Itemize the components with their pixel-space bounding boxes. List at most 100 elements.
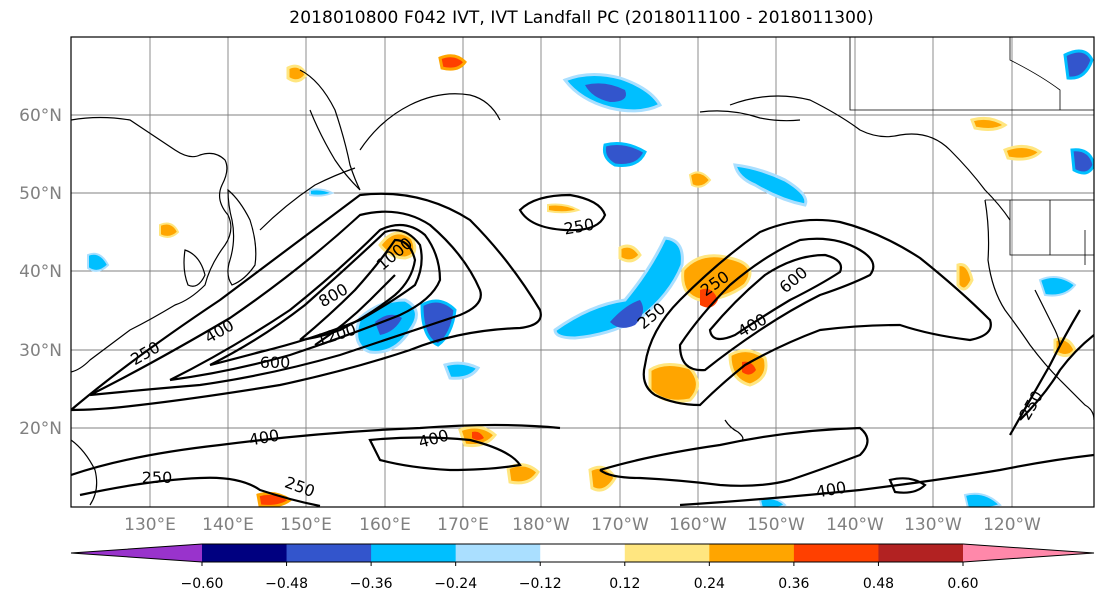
colorbar-bin [709, 544, 795, 562]
lat-label: 60°N [19, 106, 62, 126]
positive-blob [956, 263, 974, 291]
canada-province-line [1009, 37, 1061, 110]
positive-blob [970, 116, 1008, 131]
colorbar-tick-label: 0.60 [947, 576, 978, 592]
ivt-contour-1000 [299, 238, 417, 342]
positive-blob [286, 64, 308, 83]
longitude-labels: 130°E 140°E 150°E 160°E 170°E 180°W 170°W 160°W… [124, 515, 1041, 535]
north-america-coast [984, 199, 1094, 421]
colorbar-tick-label: 0.12 [609, 576, 640, 592]
colorbar-tick-label: −0.48 [265, 576, 308, 592]
lon-label: 170°W [591, 515, 649, 535]
kuril-islands [259, 167, 356, 231]
siberia-coastline [359, 93, 501, 151]
ivt-contour-250 [1009, 309, 1081, 436]
positive-blob [688, 171, 712, 188]
lon-label: 170°E [437, 515, 489, 535]
aleutians [699, 110, 801, 122]
ivt-contour-400 [1019, 334, 1094, 421]
ivt-contour-800 [209, 229, 423, 367]
borders [849, 37, 1094, 265]
colorbar-tick-label: −0.12 [519, 576, 562, 592]
positive-blob [1003, 145, 1043, 161]
colorbar-tick-label: −0.60 [181, 576, 224, 592]
lat-label: 50°N [19, 184, 62, 204]
negative-blob [443, 361, 481, 380]
lon-label: 160°W [669, 515, 727, 535]
ivt-contour-400 [678, 237, 875, 372]
colorbar-bin [202, 544, 288, 562]
lon-label: 180°W [512, 515, 570, 535]
map-frame [70, 36, 1095, 508]
positive-blob [547, 203, 581, 214]
ivt-contours [71, 192, 1094, 507]
colorbar-tick-label: −0.24 [434, 576, 477, 592]
latitude-labels: 60°N 50°N 40°N 30°N 20°N [19, 106, 62, 439]
negative-blob [733, 163, 808, 207]
positive-blob [618, 244, 642, 263]
lon-label: 140°E [202, 515, 254, 535]
ivt-contour-label: 250 [142, 468, 173, 487]
colorbar-extension-low [71, 544, 202, 562]
us-canada-border [849, 37, 1094, 111]
ivt-contour-400 [79, 476, 321, 507]
colorbar-bin [540, 544, 626, 562]
colorbar-extension-high [963, 544, 1094, 562]
colorbar-bin [455, 544, 541, 562]
ivt-contour-250 [71, 192, 542, 412]
negative-blob [963, 492, 1002, 507]
colorbar-bin [371, 544, 457, 562]
philippines [71, 439, 98, 506]
colorbar-tick-label: −0.36 [350, 576, 393, 592]
positive-anomalies [159, 54, 1077, 507]
negative-blob [1038, 275, 1077, 297]
us-state-lines [1009, 200, 1094, 265]
ivt-contour-600 [169, 223, 442, 382]
lon-label: 130°E [124, 515, 176, 535]
colorbar-bin [878, 544, 964, 562]
positive-blob [159, 222, 180, 238]
lon-label: 140°W [826, 515, 884, 535]
lon-label: 160°E [359, 515, 411, 535]
negative-blob [375, 314, 402, 335]
ivt-contour-label: 600 [260, 353, 291, 372]
kamchatka-coastline [299, 69, 361, 191]
ivt-contour-250 [599, 426, 869, 487]
lat-label: 40°N [19, 262, 62, 282]
ivt-contour-1200 [314, 274, 396, 346]
ivt-contour-250 [642, 218, 992, 407]
colorbar-tick-labels: −0.60 −0.48 −0.36 −0.24 −0.12 0.12 0.24 0.36 0.4… [181, 562, 979, 592]
colorbar-bin [624, 544, 710, 562]
colorbar-bin [793, 544, 879, 562]
lat-label: 30°N [19, 341, 62, 361]
negative-blob [610, 300, 644, 328]
ivt-contour-400 [888, 477, 927, 494]
colorbar [70, 543, 1095, 563]
positive-blob [588, 465, 617, 492]
lat-label: 20°N [19, 419, 62, 439]
ivt-contour-400 [368, 436, 522, 472]
negative-blob [309, 188, 335, 197]
map-title: 2018010800 F042 IVT, IVT Landfall PC (20… [289, 8, 874, 28]
colorbar-tick-label: 0.36 [778, 576, 809, 592]
ivt-contour-250 [71, 423, 561, 477]
negative-anomalies [87, 49, 1094, 507]
ivt-contour-250 [679, 453, 1094, 507]
lon-label: 130°W [904, 515, 962, 535]
ivt-contour-600 [708, 253, 843, 341]
map-background [71, 37, 1094, 507]
negative-blob [603, 142, 647, 167]
positive-blob [438, 54, 467, 71]
lon-label: 120°W [983, 515, 1041, 535]
hawaii [724, 419, 744, 441]
ivt-contour-250 [518, 193, 607, 232]
lon-label: 150°E [280, 515, 332, 535]
positive-blob [378, 231, 417, 260]
korea-coastline [183, 249, 206, 287]
colorbar-tick-label: 0.48 [863, 576, 894, 592]
japan-coastline [227, 188, 257, 286]
positive-blob [472, 431, 484, 440]
negative-blob [87, 252, 110, 272]
negative-blob [585, 83, 626, 102]
negative-blob [1063, 49, 1094, 80]
